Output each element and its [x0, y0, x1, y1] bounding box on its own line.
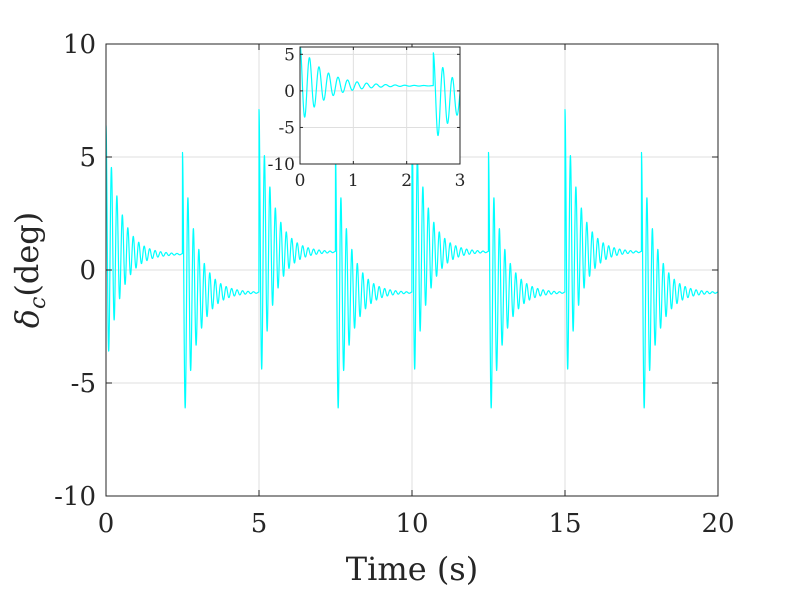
main-y-tick-label: -5 [71, 369, 96, 399]
y-axis-label-symbol: δ [8, 309, 46, 328]
x-axis-label: Time (s) [346, 550, 478, 588]
inset-x-tick-label: 1 [348, 171, 359, 191]
y-axis-label: δc(deg) [8, 212, 51, 328]
inset-series-line [300, 47, 460, 137]
y-axis-label-unit: (deg) [8, 212, 46, 297]
inset-plot: 0 1 2 3 -10 -5 0 5 [268, 45, 466, 191]
inset-axes-box [299, 46, 461, 165]
main-x-tick-label: 5 [251, 509, 268, 539]
main-y-tick-label: 5 [79, 143, 96, 173]
main-y-tick-label: -10 [54, 482, 96, 512]
main-x-tick-label: 15 [548, 509, 581, 539]
inset-y-tick-label: -10 [268, 155, 295, 175]
inset-y-tick-label: 0 [284, 82, 295, 102]
inset-y-tick-label: 5 [284, 45, 295, 65]
inset-ticks: 0 1 2 3 -10 -5 0 5 [268, 45, 466, 191]
main-x-tick-label: 20 [701, 509, 734, 539]
main-x-tick-label: 0 [98, 509, 115, 539]
inset-y-tick-label: -5 [278, 118, 295, 138]
main-y-tick-label: 10 [63, 30, 96, 60]
y-axis-label-subscript: c [26, 297, 51, 309]
main-x-tick-label: 10 [395, 509, 428, 539]
inset-x-tick-label: 0 [295, 171, 306, 191]
main-y-tick-label: 0 [79, 256, 96, 286]
inset-x-tick-label: 2 [401, 171, 412, 191]
inset-x-tick-label: 3 [455, 171, 466, 191]
